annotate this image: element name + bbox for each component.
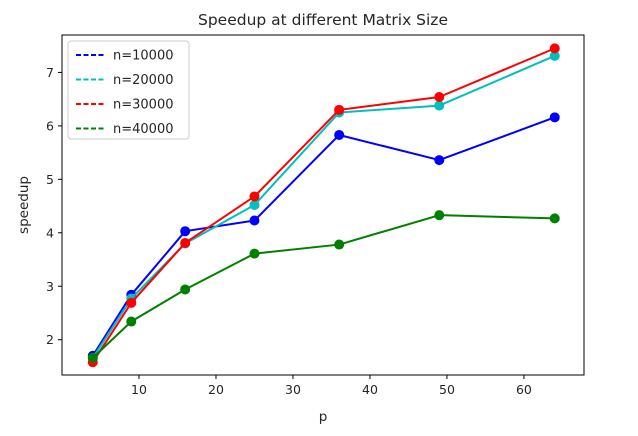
- series-n=30000: [87, 43, 560, 368]
- y-axis-label: speedup: [16, 176, 32, 234]
- data-point: [549, 112, 560, 123]
- data-point: [126, 316, 137, 327]
- x-tick-label: 50: [439, 382, 455, 397]
- legend-item: n=20000: [76, 73, 174, 88]
- series-line: [91, 116, 556, 357]
- data-point: [334, 129, 345, 140]
- legend-label: n=10000: [113, 49, 174, 64]
- series-line: [92, 214, 555, 359]
- data-point: [180, 284, 191, 295]
- data-point: [249, 248, 260, 259]
- x-tick-label: 20: [208, 382, 224, 397]
- legend-item: n=40000: [76, 122, 174, 137]
- data-point: [249, 215, 260, 226]
- series-n=10000: [87, 112, 560, 361]
- data-point: [126, 297, 137, 308]
- data-point: [249, 191, 260, 202]
- data-point: [434, 155, 445, 166]
- plot-area: [61, 34, 585, 376]
- y-axis: 2 3 4 5 6 7: [46, 65, 62, 347]
- data-point: [434, 100, 445, 111]
- data-point: [549, 50, 560, 61]
- y-tick-label: 7: [46, 65, 54, 80]
- data-point: [434, 210, 445, 221]
- x-axis-label: p: [319, 409, 328, 425]
- y-tick-label: 3: [46, 279, 54, 294]
- legend-label: n=30000: [113, 98, 174, 113]
- legend-label: n=20000: [113, 73, 174, 88]
- y-tick-label: 5: [46, 172, 54, 187]
- legend-item: n=10000: [76, 49, 174, 64]
- x-tick-label: 40: [362, 382, 378, 397]
- legend-item: n=30000: [76, 98, 174, 113]
- data-point: [549, 43, 560, 54]
- data-point: [549, 213, 560, 224]
- series-layer: [87, 43, 560, 368]
- series-n=40000: [87, 210, 560, 363]
- legend: n=10000 n=20000 n=30000 n=40000: [67, 40, 190, 140]
- legend-label: n=40000: [113, 122, 174, 137]
- data-point: [434, 92, 445, 103]
- data-point: [87, 352, 98, 363]
- legend-box: [67, 40, 190, 140]
- x-tick-label: 10: [131, 382, 147, 397]
- x-axis: 10 20 30 40 50 60: [131, 375, 532, 397]
- data-point: [334, 104, 345, 115]
- x-tick-label: 60: [516, 382, 532, 397]
- y-tick-label: 2: [46, 332, 54, 347]
- x-tick-label: 30: [285, 382, 301, 397]
- chart-title: Speedup at different Matrix Size: [198, 11, 448, 29]
- data-point: [334, 239, 345, 250]
- data-point: [180, 226, 191, 237]
- data-point: [180, 237, 191, 248]
- data-point: [249, 200, 260, 210]
- y-tick-label: 6: [46, 118, 54, 133]
- y-tick-label: 4: [46, 225, 54, 240]
